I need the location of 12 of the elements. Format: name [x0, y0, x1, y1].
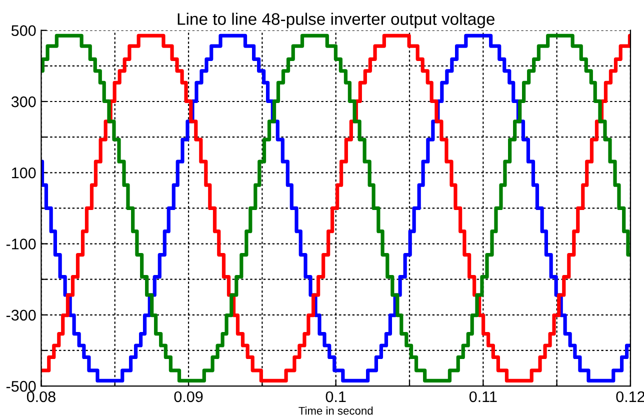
- y-tick-label: -300: [6, 310, 36, 321]
- y-tick-label: 300: [11, 96, 36, 108]
- x-tick-label: 0.09: [174, 391, 203, 402]
- y-tick-label: 500: [11, 25, 36, 36]
- x-tick-label: 0.11: [469, 391, 497, 402]
- y-tick-label: 100: [12, 168, 36, 178]
- x-tick-label: 0.08: [26, 391, 56, 402]
- y-tick-label: -500: [6, 380, 36, 392]
- chart-title: Line to line 48-pulse inverter output voltage: [178, 12, 494, 28]
- x-axis-title: Time in second: [298, 406, 373, 415]
- x-tick-label: 0.1: [326, 391, 346, 402]
- y-tick-label: -100: [6, 238, 36, 250]
